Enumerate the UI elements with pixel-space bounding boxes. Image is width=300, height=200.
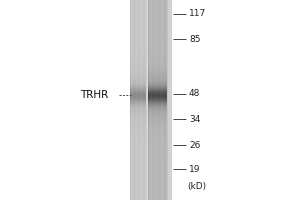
Text: TRHR: TRHR (80, 90, 108, 100)
Text: 19: 19 (189, 164, 200, 173)
Text: 26: 26 (189, 140, 200, 150)
Text: 85: 85 (189, 34, 200, 44)
Text: 34: 34 (189, 114, 200, 123)
Text: 117: 117 (189, 9, 206, 19)
Text: (kD): (kD) (188, 182, 207, 192)
Text: 48: 48 (189, 90, 200, 98)
